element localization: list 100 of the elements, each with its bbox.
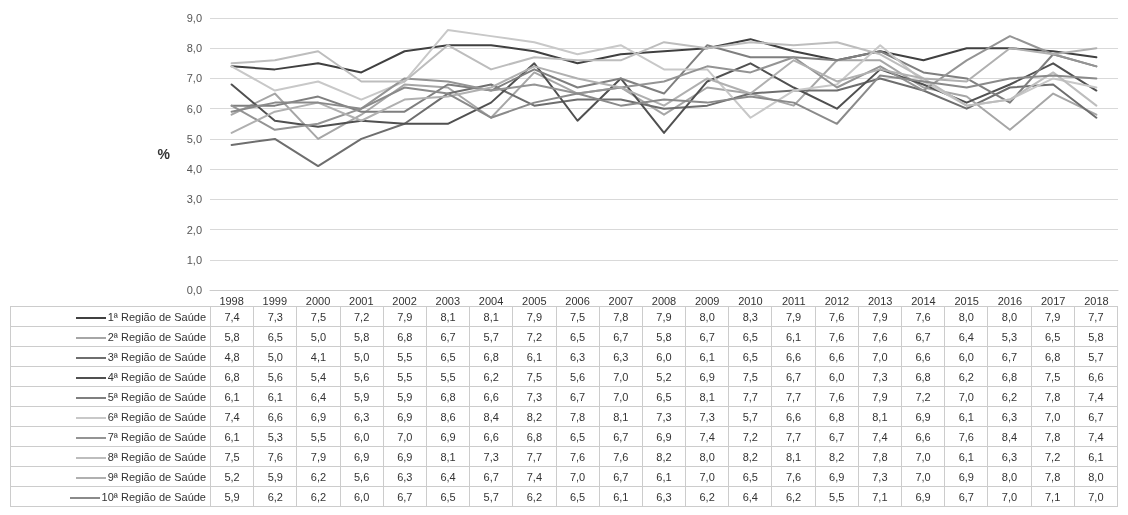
data-label: 5,8	[1074, 326, 1118, 347]
data-label: 7,6	[815, 306, 859, 327]
data-label: 5,6	[340, 466, 384, 487]
data-label: 6,7	[599, 466, 643, 487]
data-label: 6,1	[944, 446, 988, 467]
data-label: 5,2	[642, 366, 686, 387]
data-label: 7,4	[512, 466, 556, 487]
data-label: 6,9	[901, 406, 945, 427]
data-label: 7,0	[556, 466, 600, 487]
x-tick-label: 2009	[695, 294, 720, 307]
data-label: 6,5	[556, 486, 600, 507]
data-label: 7,2	[728, 426, 772, 447]
data-label: 6,7	[771, 366, 816, 387]
data-label: 6,1	[210, 386, 254, 407]
data-label: 5,9	[383, 386, 427, 407]
y-tick-label: 6,0	[186, 102, 202, 115]
data-label: 5,3	[253, 426, 297, 447]
data-label: 7,8	[858, 446, 902, 467]
data-label: 7,0	[685, 466, 729, 487]
data-label: 6,6	[253, 406, 297, 427]
data-label: 6,9	[944, 466, 988, 487]
data-label: 7,4	[685, 426, 729, 447]
data-label: 7,0	[944, 386, 988, 407]
data-label: 8,1	[469, 306, 513, 327]
x-tick-label: 1999	[262, 294, 288, 307]
data-label: 6,7	[599, 326, 643, 347]
data-label: 6,3	[987, 446, 1032, 467]
data-label: 7,2	[1031, 446, 1075, 467]
data-label: 6,1	[771, 326, 816, 347]
data-label: 5,6	[253, 366, 297, 387]
data-label: 6,8	[383, 326, 427, 347]
data-label: 6,9	[340, 446, 384, 467]
data-label: 5,7	[728, 406, 772, 427]
data-label: 6,1	[253, 386, 297, 407]
data-label: 6,4	[728, 486, 772, 507]
data-label: 5,9	[210, 486, 254, 507]
data-label: 8,0	[987, 466, 1032, 487]
data-label: 7,6	[556, 446, 600, 467]
data-label: 7,1	[858, 486, 902, 507]
data-label: 6,5	[728, 326, 772, 347]
data-label: 5,8	[642, 326, 686, 347]
data-label: 6,8	[1031, 346, 1075, 367]
data-label: 6,2	[944, 366, 988, 387]
data-label: 6,5	[1031, 326, 1075, 347]
data-label: 6,1	[210, 426, 254, 447]
data-label: 6,7	[599, 426, 643, 447]
data-label: 6,7	[901, 326, 945, 347]
legend-label: 7ª Região de Saúde	[10, 426, 211, 447]
data-label: 7,7	[512, 446, 556, 467]
data-label: 6,3	[642, 486, 686, 507]
data-label: 6,9	[685, 366, 729, 387]
data-label: 6,7	[1074, 406, 1118, 427]
data-label: 6,8	[987, 366, 1032, 387]
data-label: 5,3	[987, 326, 1032, 347]
data-label: 7,9	[383, 306, 427, 327]
y-tick-label: 5,0	[186, 132, 202, 145]
x-tick-label: 2010	[738, 294, 763, 307]
x-tick-label: 1998	[219, 294, 244, 307]
data-label: 7,6	[771, 466, 816, 487]
line-series	[230, 77, 1098, 168]
x-tick-label: 2017	[1040, 294, 1066, 307]
data-label: 6,2	[296, 466, 341, 487]
data-label: 6,5	[253, 326, 297, 347]
data-label: 6,1	[685, 346, 729, 367]
x-tick-label: 2014	[911, 294, 936, 307]
data-label: 6,7	[944, 486, 988, 507]
data-label: 6,1	[642, 466, 686, 487]
x-tick-label: 2015	[954, 294, 979, 307]
data-label: 5,8	[210, 326, 254, 347]
data-label: 7,9	[296, 446, 341, 467]
data-label: 6,5	[728, 346, 772, 367]
data-label: 7,9	[858, 306, 902, 327]
data-label: 7,9	[1031, 306, 1075, 327]
data-label: 5,8	[340, 326, 384, 347]
data-label: 6,2	[296, 486, 341, 507]
data-label: 8,0	[944, 306, 988, 327]
data-label: 8,6	[426, 406, 470, 427]
data-label: 7,6	[815, 386, 859, 407]
data-label: 7,9	[642, 306, 686, 327]
data-label: 5,6	[340, 366, 384, 387]
data-label: 6,0	[340, 486, 384, 507]
data-label: 6,9	[383, 446, 427, 467]
data-label: 4,8	[210, 346, 254, 367]
data-label: 7,0	[901, 446, 945, 467]
data-label: 6,3	[599, 346, 643, 367]
x-tick-label: 2006	[565, 294, 590, 307]
data-label: 6,6	[469, 426, 513, 447]
data-label: 6,6	[771, 346, 816, 367]
data-label: 5,2	[210, 466, 254, 487]
legend-label: 10ª Região de Saúde	[10, 486, 211, 507]
legend-label: 9ª Região de Saúde	[10, 466, 211, 487]
data-label: 6,9	[296, 406, 341, 427]
legend-label: 6ª Região de Saúde	[10, 406, 211, 427]
data-label: 5,5	[296, 426, 341, 447]
data-label: 7,9	[858, 386, 902, 407]
data-label: 6,2	[987, 386, 1032, 407]
data-label: 5,0	[340, 346, 384, 367]
data-label: 6,2	[512, 486, 556, 507]
x-tick-label: 2008	[651, 294, 677, 307]
data-label: 6,4	[296, 386, 341, 407]
